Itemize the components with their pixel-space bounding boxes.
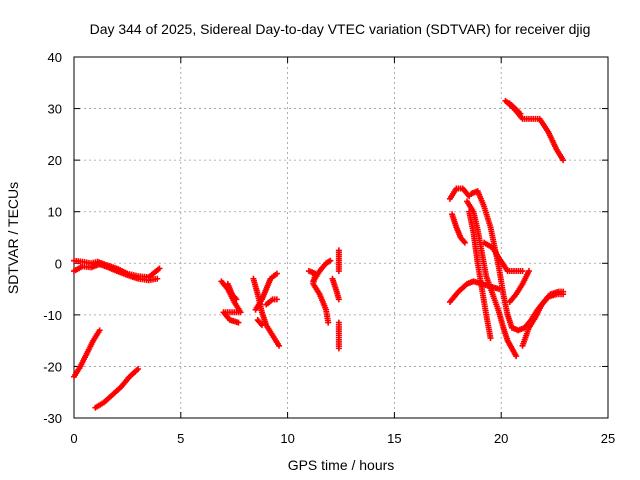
x-tick-label: 0 (70, 431, 77, 446)
data-track (335, 247, 342, 275)
data-point (496, 286, 503, 293)
data-track (519, 291, 567, 349)
data-track (506, 268, 532, 305)
data-point (276, 342, 283, 349)
grid (74, 57, 608, 418)
data-points (71, 97, 567, 411)
data-track (263, 296, 280, 308)
data-point (335, 345, 342, 352)
y-tick-label: 40 (48, 50, 62, 65)
y-tick-label: 20 (48, 153, 62, 168)
data-point (513, 353, 520, 360)
data-track (446, 185, 473, 202)
data-point (517, 110, 524, 117)
y-tick-label: -20 (43, 359, 62, 374)
data-track (335, 319, 342, 352)
data-track (250, 275, 283, 349)
data-point (487, 335, 494, 342)
data-point (135, 366, 142, 373)
y-tick-label: 30 (48, 102, 62, 117)
data-track (466, 208, 494, 342)
x-tick-label: 10 (280, 431, 294, 446)
data-point (335, 296, 342, 303)
x-tick-labels: 0 5 10 15 20 25 (70, 431, 615, 446)
y-tick-label: -10 (43, 308, 62, 323)
data-track (92, 366, 142, 411)
data-track (224, 280, 240, 303)
data-point (156, 265, 163, 272)
data-track (464, 198, 520, 360)
plot-frame (73, 56, 609, 419)
y-axis-label: SDTVAR / TECUs (5, 182, 21, 294)
data-point (327, 257, 334, 264)
chart-title: Day 344 of 2025, Sidereal Day-to-day VTE… (90, 21, 591, 37)
data-point (325, 319, 332, 326)
data-point (233, 296, 240, 303)
x-tick-label: 15 (387, 431, 401, 446)
x-axis-label: GPS time / hours (288, 457, 395, 473)
data-track (310, 257, 334, 285)
y-tick-label: 0 (55, 256, 62, 271)
axis-ticks (73, 56, 609, 419)
data-track (449, 211, 468, 246)
data-point (273, 296, 280, 303)
data-point (461, 239, 468, 246)
x-tick-label: 20 (494, 431, 508, 446)
data-point (560, 291, 567, 298)
data-point (154, 275, 161, 282)
data-point (235, 319, 242, 326)
data-track (252, 270, 280, 313)
data-track (481, 239, 526, 275)
data-point (96, 327, 103, 334)
data-point (525, 268, 532, 275)
y-tick-label: -30 (43, 411, 62, 426)
data-track (71, 327, 103, 380)
y-tick-labels: -30 -20 -10 0 10 20 30 40 (43, 50, 62, 426)
data-track (329, 275, 342, 303)
data-point (335, 268, 342, 275)
data-track (506, 100, 524, 117)
data-point (519, 268, 526, 275)
data-point (273, 270, 280, 277)
data-point (258, 322, 265, 329)
data-track (71, 257, 163, 281)
x-tick-label: 5 (177, 431, 184, 446)
y-tick-label: 10 (48, 205, 62, 220)
x-tick-label: 25 (601, 431, 615, 446)
data-point (560, 157, 567, 164)
data-track (254, 317, 265, 329)
